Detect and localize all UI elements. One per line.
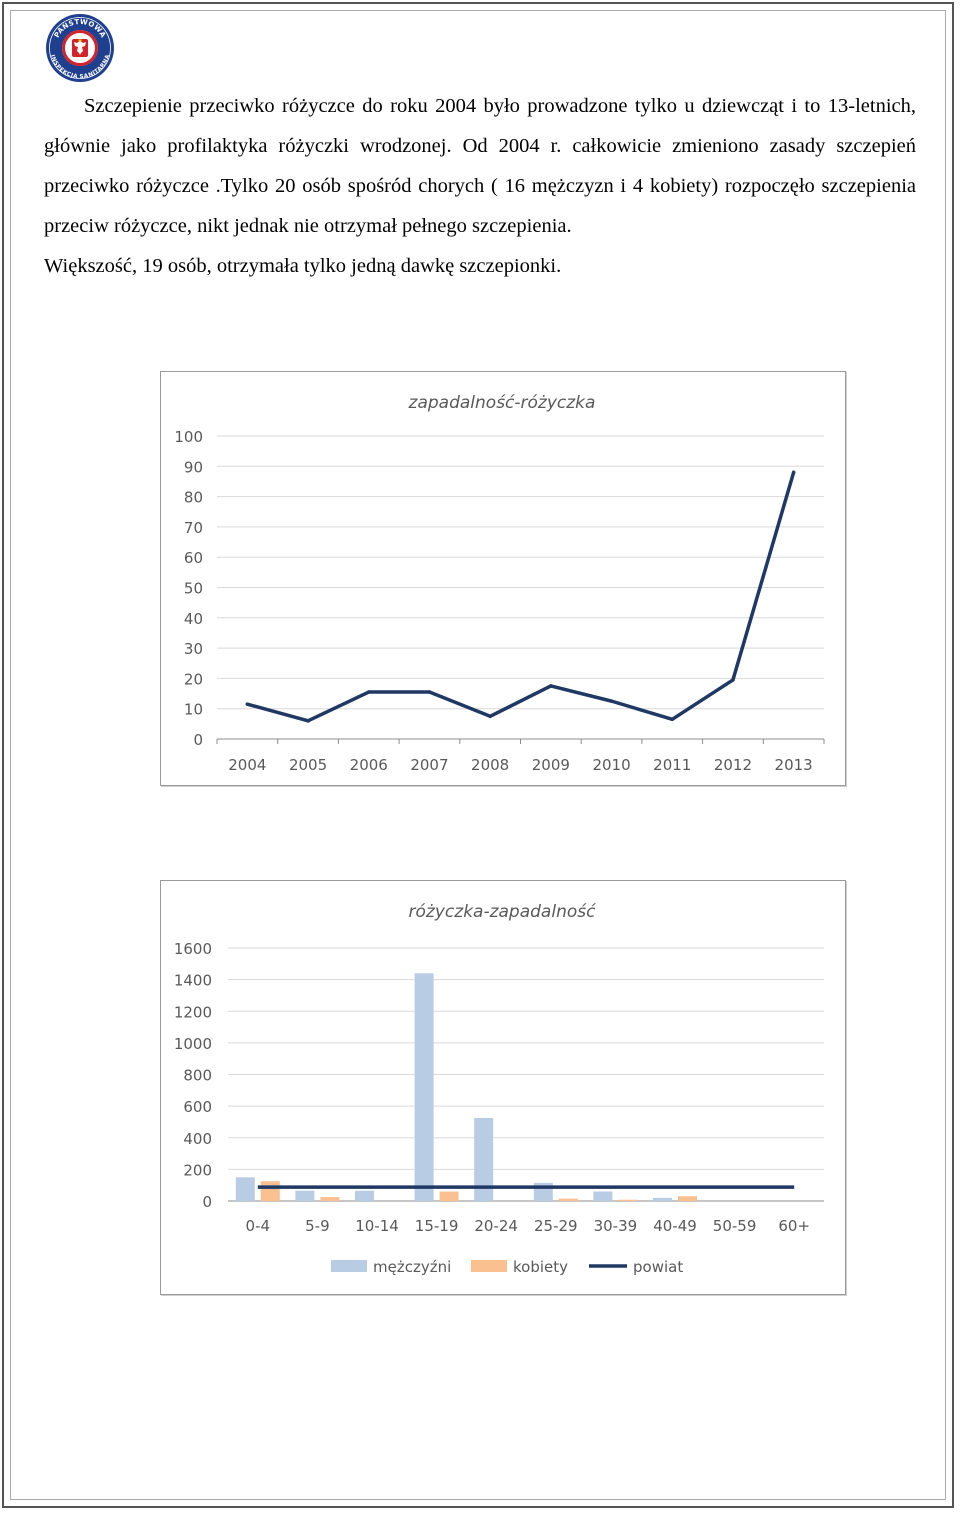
y-tick-label: 800 [183,1067,212,1085]
data-point [549,684,553,688]
legend-swatch-kobiety [471,1260,507,1272]
data-point [427,690,432,694]
paragraph-single-dose: Większość, 19 osób, otrzymała tylko jedn… [44,255,562,277]
chart-legend: mężczyźni kobiety powiat [331,1258,683,1276]
bar-mężczyźni [653,1197,672,1201]
x-tick-label: 40-49 [653,1217,697,1235]
legend-label: mężczyźni [373,1258,451,1276]
bar-mężczyźni [593,1191,613,1201]
legend-label: kobiety [513,1258,568,1276]
bar-mężczyźni [295,1190,315,1201]
bar-mężczyźni [474,1117,494,1201]
x-tick-label: 2005 [289,756,327,774]
legend-label: powiat [633,1258,683,1276]
y-tick-label: 1400 [174,972,212,990]
y-tick-label: 600 [183,1098,212,1116]
bar-mężczyźni [355,1190,374,1201]
x-tick-label: 2004 [228,756,266,774]
data-point [488,714,492,719]
bar-kobiety [260,1181,280,1201]
data-point [731,678,735,682]
x-tick-label: 50-59 [713,1217,757,1235]
x-tick-label: 2010 [592,756,630,774]
chart-title: różyczka-zapadalność [409,902,597,922]
data-point [366,690,371,694]
eagle-emblem-icon [72,39,88,57]
legend-swatch-mężczyźni [331,1260,367,1272]
x-tick-label: 10-14 [355,1217,399,1235]
x-tick-label: 2011 [653,756,691,774]
data-point [306,719,310,723]
y-tick-label: 200 [183,1161,212,1179]
x-tick-label: 20-24 [474,1217,518,1235]
y-tick-label: 400 [183,1130,212,1148]
y-tick-label: 90 [184,458,203,476]
y-tick-label: 10 [184,701,203,719]
bar-kobiety [678,1196,697,1201]
y-tick-label: 60 [184,549,203,567]
y-tick-label: 20 [184,670,203,688]
bar-mężczyźni [235,1177,255,1201]
x-tick-label: 5-9 [305,1217,330,1235]
bar-kobiety [439,1191,459,1201]
y-tick-label: 1600 [174,940,212,958]
chart-title: zapadalność-różyczka [408,393,596,413]
y-tick-label: 80 [184,489,203,507]
y-tick-label: 70 [184,519,203,537]
x-tick-label: 25-29 [534,1217,578,1235]
bar-kobiety [320,1197,340,1201]
y-tick-label: 0 [202,1193,212,1211]
x-tick-label: 2013 [775,756,813,774]
x-tick-label: 30-39 [594,1217,638,1235]
x-tick-label: 2008 [471,756,509,774]
x-tick-label: 0-4 [246,1217,270,1235]
x-tick-label: 2009 [532,756,570,774]
y-tick-label: 1200 [174,1003,212,1021]
bar-kobiety [618,1199,638,1201]
bar-mężczyźni [414,973,434,1201]
x-tick-label: 60+ [778,1217,810,1235]
data-point [245,702,250,706]
x-tick-label: 2007 [410,756,448,774]
y-tick-label: 100 [174,428,203,446]
page-border-inner [10,10,946,1500]
data-point [791,470,796,475]
y-tick-label: 0 [193,731,203,749]
y-tick-label: 50 [184,580,203,598]
series-line-zapadalność [246,471,796,723]
age-group-bar-chart: różyczka-zapadalność 0 200 400 600 800 1000 12… [174,902,824,1276]
bar-kobiety [558,1198,578,1201]
y-tick-label: 40 [184,610,203,628]
y-tick-label: 1000 [174,1035,212,1053]
logo-seal: PAŃSTWOWA INSPEKCJA SANITARNA [46,14,114,82]
y-tick-label: 30 [184,640,203,658]
bar-chart-container: różyczka-zapadalność 0 200 400 600 800 1000 12… [160,880,846,1295]
x-tick-label: 2006 [350,756,388,774]
line-chart-container: zapadalność-różyczka 0 10 20 30 40 50 60 70 80 90… [160,371,846,786]
paragraph-vaccination-history: Szczepienie przeciwko różyczce do roku 2… [44,95,916,237]
data-point [609,699,614,703]
data-point [670,717,675,722]
x-tick-label: 15-19 [415,1217,459,1235]
x-tick-label: 2012 [714,756,752,774]
document-body: Szczepienie przeciwko różyczce do roku 2… [44,86,916,286]
incidence-line-chart: zapadalność-różyczka 0 10 20 30 40 50 60 70 80 90… [174,393,825,774]
